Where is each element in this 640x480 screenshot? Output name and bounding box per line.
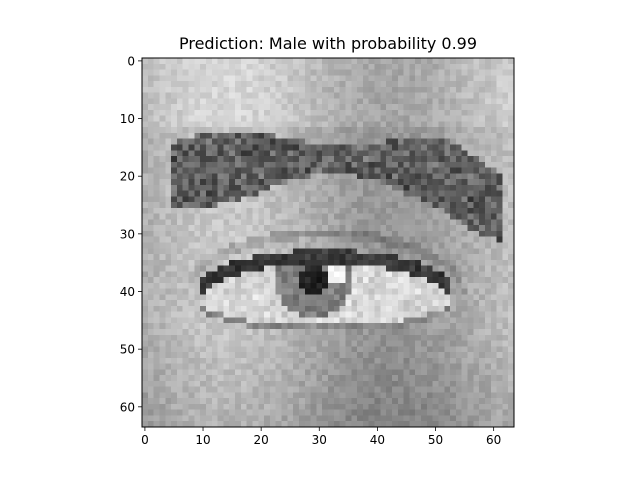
x-tick-label: 10 — [195, 433, 210, 447]
x-tick-label: 40 — [370, 433, 385, 447]
axes-frame — [141, 57, 515, 428]
y-tick-label: 20 — [120, 170, 135, 184]
x-tick-label: 50 — [428, 433, 443, 447]
y-tick-label: 40 — [120, 285, 135, 299]
eye-image — [142, 58, 514, 427]
y-tick-label: 60 — [120, 400, 135, 414]
y-tick-label: 30 — [120, 227, 135, 241]
x-tick-label: 0 — [141, 433, 149, 447]
x-tick-label: 20 — [254, 433, 269, 447]
y-axis: 0 10 20 30 40 50 60 — [120, 54, 142, 414]
x-tick-label: 30 — [312, 433, 327, 447]
plot-area — [141, 57, 515, 428]
y-tick-label: 50 — [120, 343, 135, 357]
x-tick-label: 60 — [486, 433, 501, 447]
y-tick-label: 0 — [127, 54, 135, 68]
x-axis: 0 10 20 30 40 50 60 — [141, 427, 501, 447]
y-tick-label: 10 — [120, 112, 135, 126]
chart-title: Prediction: Male with probability 0.99 — [179, 34, 477, 53]
